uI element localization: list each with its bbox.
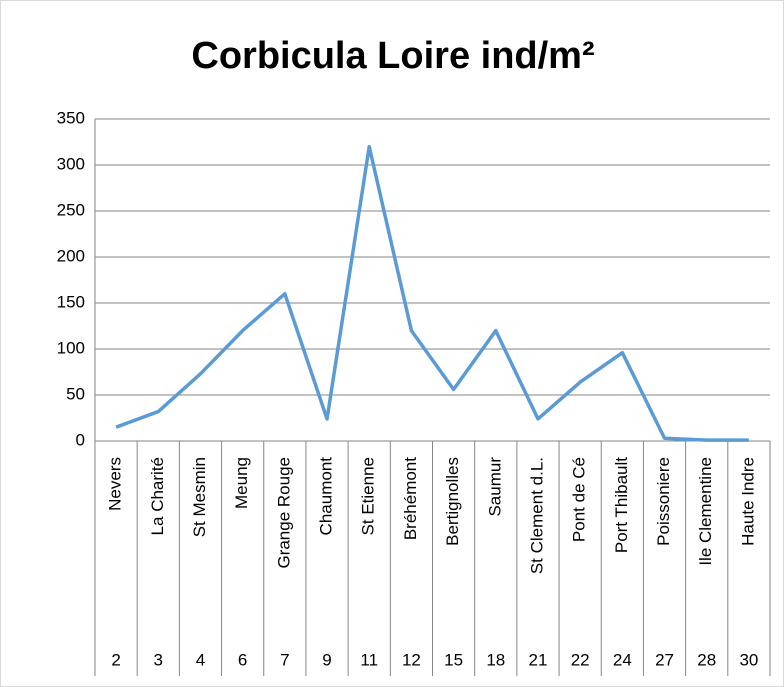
station-number: 9 bbox=[322, 650, 331, 669]
station-number: 11 bbox=[360, 650, 378, 669]
station-number: 4 bbox=[196, 650, 205, 669]
x-tick-label: Bertignolles bbox=[443, 457, 462, 546]
x-tick-label: Poissoniere bbox=[654, 457, 673, 546]
x-tick-label: St Etienne bbox=[359, 457, 378, 535]
x-tick-label: Ile Clementine bbox=[696, 457, 715, 566]
x-tick-label: Port Thibault bbox=[612, 457, 631, 553]
x-tick-label: Bréhémont bbox=[401, 457, 420, 540]
y-tick-label: 50 bbox=[66, 384, 85, 403]
station-number: 21 bbox=[529, 650, 548, 669]
station-number: 3 bbox=[154, 650, 163, 669]
x-tick-label: St Clement d.L. bbox=[527, 457, 546, 574]
station-number: 18 bbox=[486, 650, 505, 669]
station-number: 7 bbox=[280, 650, 289, 669]
y-tick-label: 350 bbox=[57, 108, 85, 127]
x-tick-label: Saumur bbox=[485, 457, 504, 517]
station-number: 28 bbox=[697, 650, 716, 669]
station-number: 27 bbox=[655, 650, 674, 669]
x-tick-label: Chaumont bbox=[317, 457, 336, 536]
station-number: 24 bbox=[613, 650, 632, 669]
x-tick-label: Nevers bbox=[106, 457, 125, 511]
y-tick-label: 100 bbox=[57, 338, 85, 357]
data-line bbox=[115, 144, 749, 442]
y-tick-label: 300 bbox=[57, 154, 85, 173]
station-number: 15 bbox=[444, 650, 463, 669]
x-tick-label: St Mesmin bbox=[190, 457, 209, 537]
y-tick-label: 250 bbox=[57, 200, 85, 219]
x-tick-label: La Charité bbox=[148, 457, 167, 535]
x-tick-label: Meung bbox=[232, 457, 251, 509]
station-number: 12 bbox=[402, 650, 421, 669]
station-number: 30 bbox=[739, 650, 758, 669]
x-tick-label: Haute Indre bbox=[738, 457, 757, 546]
station-number: 6 bbox=[238, 650, 247, 669]
y-tick-label: 0 bbox=[76, 430, 85, 449]
station-number: 2 bbox=[111, 650, 120, 669]
y-tick-label: 150 bbox=[57, 292, 85, 311]
y-tick-label: 200 bbox=[57, 246, 85, 265]
x-tick-label: Grange Rouge bbox=[274, 457, 293, 569]
station-number: 22 bbox=[571, 650, 590, 669]
chart-title: Corbicula Loire ind/m² bbox=[191, 35, 594, 77]
x-tick-label: Pont de Cé bbox=[570, 457, 589, 542]
